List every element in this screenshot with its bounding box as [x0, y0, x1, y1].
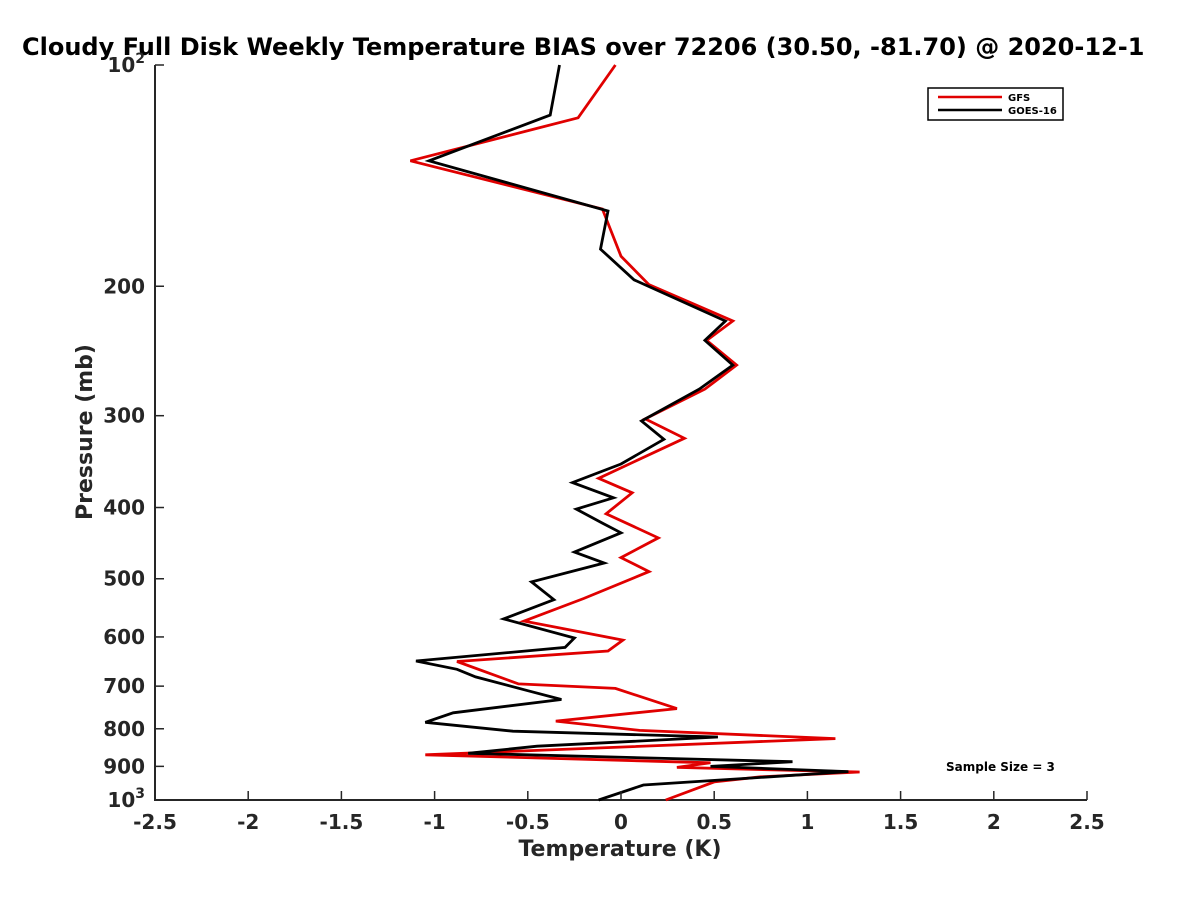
- y-tick-label: 300: [103, 404, 145, 428]
- x-tick-label: -2: [237, 810, 259, 834]
- y-axis-label: Pressure (mb): [73, 344, 98, 520]
- y-tick-label: 103: [107, 786, 145, 812]
- y-tick-label: 800: [103, 717, 145, 741]
- x-tick-label: -1: [423, 810, 445, 834]
- x-tick-label: 0.5: [696, 810, 731, 834]
- x-tick-label: -2.5: [133, 810, 177, 834]
- y-tick-label: 200: [103, 274, 145, 298]
- legend-box: [927, 87, 1064, 121]
- legend: GFS GOES-16: [927, 87, 1064, 121]
- x-tick-label: 1: [800, 810, 814, 834]
- x-tick-label: 0: [614, 810, 628, 834]
- legend-label-goes-16: GOES-16: [1008, 106, 1057, 117]
- y-axis-ticks: 102 200 300 400 500 600 700 800 900 103: [103, 51, 164, 812]
- y-tick-label: 900: [103, 754, 145, 778]
- sample-size-annotation: Sample Size = 3: [946, 760, 1055, 774]
- y-tick-label: 500: [103, 567, 145, 591]
- x-tick-label: 2.5: [1069, 810, 1104, 834]
- x-tick-label: 2: [987, 810, 1001, 834]
- y-tick-label: 600: [103, 625, 145, 649]
- series-group: [410, 64, 860, 802]
- x-tick-label: -0.5: [506, 810, 550, 834]
- series-line-gfs: [410, 64, 860, 802]
- x-tick-label: 1.5: [883, 810, 918, 834]
- chart-title: Cloudy Full Disk Weekly Temperature BIAS…: [22, 33, 1144, 61]
- y-tick-label: 102: [107, 51, 145, 77]
- series-line-goes-16: [415, 64, 849, 802]
- legend-label-gfs: GFS: [1008, 93, 1030, 104]
- x-tick-label: -1.5: [320, 810, 364, 834]
- y-tick-label: 400: [103, 496, 145, 520]
- plot-area: [154, 64, 1087, 802]
- y-tick-label: 700: [103, 674, 145, 698]
- x-axis-label: Temperature (K): [518, 837, 721, 862]
- x-axis-ticks: -2.5 -2 -1.5 -1 -0.5 0 0.5 1 1.5 2 2.5: [133, 791, 1105, 834]
